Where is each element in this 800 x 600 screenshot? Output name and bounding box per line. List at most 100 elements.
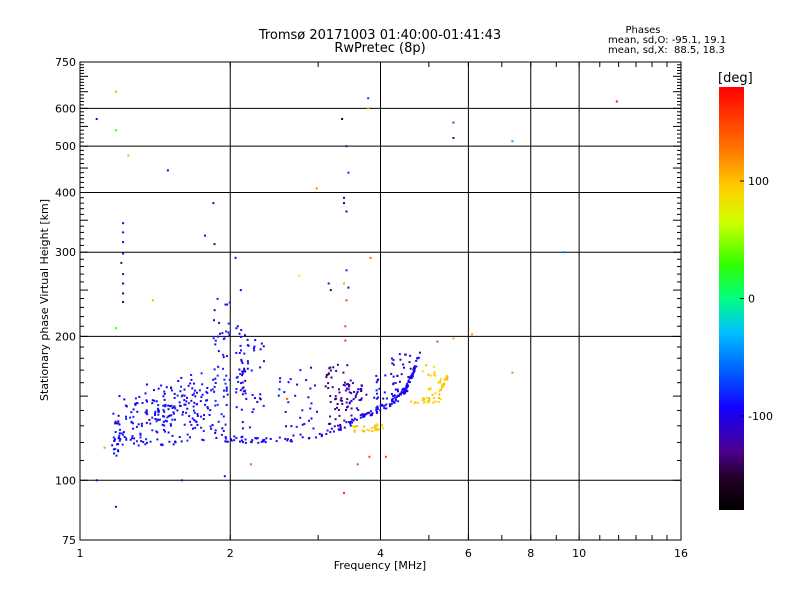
data-point: [438, 393, 441, 396]
data-point: [146, 400, 148, 403]
data-point: [440, 388, 442, 391]
data-point: [214, 382, 217, 384]
data-point: [213, 243, 216, 246]
data-point: [114, 420, 117, 423]
data-point: [224, 423, 227, 426]
data-point: [412, 371, 415, 374]
data-point: [325, 376, 328, 379]
data-point: [360, 398, 362, 401]
data-point: [228, 334, 231, 336]
data-point: [351, 418, 354, 421]
data-point: [117, 422, 120, 425]
data-point: [227, 331, 230, 334]
data-point: [212, 202, 215, 205]
data-point: [161, 423, 164, 426]
data-point: [242, 390, 245, 393]
data-point: [144, 443, 147, 446]
data-point: [187, 402, 190, 405]
data-point: [205, 390, 208, 393]
data-point: [375, 381, 378, 384]
data-point: [163, 398, 166, 401]
data-point: [438, 397, 441, 399]
data-point: [327, 373, 330, 376]
data-point: [315, 187, 318, 190]
data-point: [325, 374, 328, 376]
data-point: [241, 427, 244, 430]
data-point: [335, 369, 338, 372]
data-point: [200, 426, 203, 429]
data-point: [159, 443, 162, 446]
data-point: [309, 387, 312, 390]
data-point: [365, 412, 368, 415]
data-point: [331, 386, 334, 389]
data-point: [201, 393, 204, 396]
data-point: [377, 396, 379, 399]
data-point: [120, 432, 123, 435]
data-point: [162, 420, 165, 423]
x-tick-label: 16: [674, 547, 688, 560]
data-point: [327, 382, 330, 385]
data-point: [134, 402, 137, 405]
data-point: [259, 366, 262, 369]
data-point: [242, 386, 245, 389]
data-point: [168, 405, 171, 408]
data-point: [428, 398, 431, 401]
data-point: [416, 401, 419, 404]
data-point: [180, 385, 183, 388]
data-point: [350, 392, 353, 395]
x-tick-label: 4: [377, 547, 384, 560]
data-point: [246, 360, 249, 363]
data-point: [381, 424, 384, 427]
data-point: [240, 360, 243, 363]
data-point: [220, 413, 223, 416]
data-point: [177, 380, 180, 382]
data-point: [374, 424, 377, 427]
data-point: [346, 383, 348, 386]
data-point: [340, 399, 343, 402]
data-point: [327, 282, 330, 285]
data-point: [417, 356, 420, 359]
data-point: [183, 403, 186, 406]
data-point: [375, 411, 378, 414]
data-point: [157, 413, 160, 416]
data-point: [225, 389, 228, 392]
data-point: [135, 425, 138, 428]
data-point: [222, 415, 225, 418]
data-point: [283, 391, 286, 394]
data-point: [391, 400, 394, 403]
data-point: [243, 369, 246, 371]
data-point: [154, 413, 156, 416]
data-point: [170, 414, 173, 417]
data-point: [393, 394, 396, 397]
data-point: [360, 384, 363, 387]
data-point: [146, 383, 148, 386]
data-point: [170, 404, 173, 407]
data-point: [130, 420, 133, 423]
data-point: [383, 407, 386, 410]
data-point: [403, 366, 405, 369]
data-point: [422, 400, 425, 403]
data-point: [402, 387, 405, 390]
data-point: [181, 413, 184, 416]
y-tick-label: 100: [55, 474, 76, 487]
data-point: [262, 440, 265, 443]
data-point: [184, 403, 187, 406]
data-point: [209, 425, 212, 428]
data-point: [227, 322, 230, 325]
data-point: [330, 376, 333, 379]
y-tick-label: 400: [55, 186, 76, 199]
data-point: [155, 400, 158, 403]
data-point: [224, 436, 227, 439]
data-point: [119, 438, 122, 441]
data-point: [370, 414, 373, 416]
data-point: [352, 425, 355, 428]
data-point: [241, 381, 244, 384]
colorbar-ticks: 100 0 -100: [740, 175, 773, 423]
data-point: [368, 411, 371, 414]
data-point: [193, 382, 195, 385]
data-point: [201, 438, 204, 441]
data-point: [194, 395, 197, 398]
data-point: [226, 393, 229, 396]
data-point: [423, 401, 426, 404]
data-point: [151, 299, 154, 302]
